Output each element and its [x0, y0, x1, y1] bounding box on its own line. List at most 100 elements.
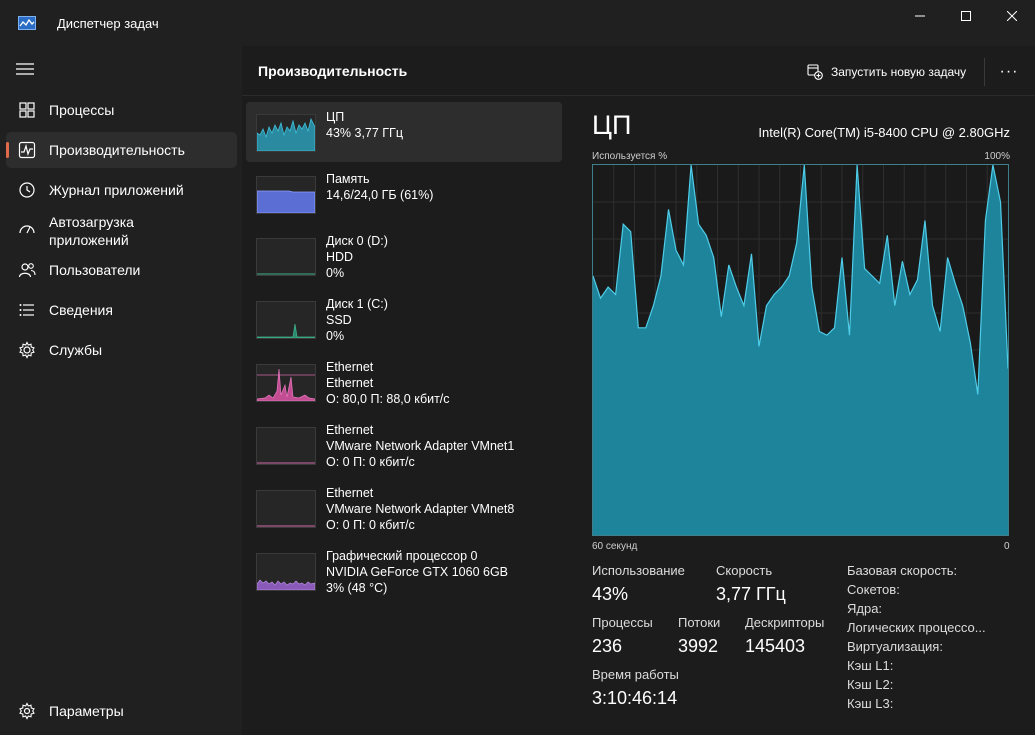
disk0-thumbnail [256, 238, 316, 276]
vmnet8-thumbnail [256, 490, 316, 528]
minimize-button[interactable] [897, 0, 943, 32]
new-task-icon [807, 64, 823, 80]
resource-detail: 43% 3,77 ГГц [326, 126, 403, 140]
resource-text: ЦП 43% 3,77 ГГц [326, 109, 403, 141]
resource-name: Ethernet [326, 423, 374, 437]
sidebar-item-users[interactable]: Пользователи [6, 252, 237, 288]
uptime-label: Время работы [592, 667, 679, 682]
sidebar-item-label: Процессы [49, 102, 115, 118]
window-title: Диспетчер задач [57, 16, 159, 31]
resource-name: Ethernet [326, 486, 374, 500]
resource-name: Диск 0 (D:) [326, 234, 388, 248]
sidebar-item-label: Службы [49, 342, 103, 358]
history-icon [19, 182, 35, 198]
sidebar-item-startup[interactable]: Автозагрузка приложений [6, 212, 237, 248]
resource-text: Память 14,6/24,0 ГБ (61%) [326, 171, 433, 203]
startup-label-line1: Автозагрузка [49, 214, 134, 230]
sidebar-item-settings[interactable]: Параметры [6, 693, 237, 729]
performance-icon [18, 141, 36, 159]
handles-label: Дескрипторы [745, 615, 825, 630]
sidebar-item-app-history[interactable]: Журнал приложений [6, 172, 237, 208]
run-new-task-button[interactable]: Запустить новую задачу [807, 60, 966, 84]
startup-icon [19, 225, 35, 234]
uptime-value: 3:10:46:14 [592, 688, 678, 708]
cpu-usage-line [593, 165, 1008, 395]
sidebar-item-label: Сведения [49, 302, 113, 318]
more-options-button[interactable]: ··· [999, 63, 1019, 80]
resource-usage: 0% [326, 329, 345, 343]
minimize-icon [915, 15, 925, 17]
usage-value: 43% [592, 584, 629, 604]
processes-value: 236 [592, 636, 623, 656]
base-speed-label: Базовая скорость: [847, 563, 958, 578]
threads-label: Потоки [678, 615, 721, 630]
resource-text: Ethernet Ethernet О: 80,0 П: 88,0 кбит/с [326, 359, 450, 407]
resource-detail: SSD [326, 313, 352, 327]
logical-processors-label: Логических процессо... [847, 620, 986, 635]
resource-usage: О: 80,0 П: 88,0 кбит/с [326, 392, 450, 406]
usage-label: Использование [592, 563, 685, 578]
task-manager-icon [18, 16, 36, 30]
resource-text: Графический процессор 0 NVIDIA GeForce G… [326, 548, 508, 596]
sidebar-item-details[interactable]: Сведения [6, 292, 237, 328]
services-icon [19, 341, 35, 359]
resource-name: Ethernet [326, 360, 374, 374]
resource-vmnet8[interactable]: Ethernet VMware Network Adapter VMnet8 О… [246, 478, 562, 538]
title-bar: Диспетчер задач [0, 0, 1035, 46]
maximize-button[interactable] [943, 0, 989, 32]
startup-label-line2: приложений [49, 232, 129, 248]
resource-detail: 14,6/24,0 ГБ (61%) [326, 188, 434, 202]
resource-detail: VMware Network Adapter VMnet8 [326, 502, 515, 516]
l2-cache-label: Кэш L2: [847, 677, 894, 692]
resource-gpu[interactable]: Графический процессор 0 NVIDIA GeForce G… [246, 541, 562, 601]
resource-ethernet[interactable]: Ethernet Ethernet О: 80,0 П: 88,0 кбит/с [246, 352, 562, 412]
sidebar-item-label: Журнал приложений [49, 182, 184, 198]
handles-value: 145403 [745, 636, 806, 656]
resource-cpu[interactable]: ЦП 43% 3,77 ГГц [246, 102, 562, 162]
close-button[interactable] [989, 0, 1035, 32]
resource-text: Диск 1 (C:) SSD 0% [326, 296, 388, 344]
sidebar-item-label: Автозагрузка приложений [49, 213, 134, 249]
cpu-model: Intel(R) Core(TM) i5-8400 CPU @ 2.80GHz [758, 125, 1010, 140]
sidebar-item-performance[interactable]: Производительность [6, 132, 237, 168]
resource-disk-0[interactable]: Диск 0 (D:) HDD 0% [246, 226, 562, 286]
resource-text: Диск 0 (D:) HDD 0% [326, 233, 388, 281]
resource-detail: NVIDIA GeForce GTX 1060 6GB [326, 565, 509, 579]
l3-cache-label: Кэш L3: [847, 696, 894, 711]
maximize-icon [961, 11, 971, 21]
resource-memory[interactable]: Память 14,6/24,0 ГБ (61%) [246, 164, 562, 224]
resource-name: ЦП [326, 110, 345, 124]
sidebar-item-label: Параметры [49, 703, 124, 719]
virtualization-label: Виртуализация: [847, 639, 943, 654]
users-icon [18, 263, 36, 278]
threads-value: 3992 [678, 636, 719, 656]
close-icon [1007, 11, 1017, 21]
resource-usage: О: 0 П: 0 кбит/с [326, 518, 415, 532]
resource-name: Графический процессор 0 [326, 549, 478, 563]
cores-label: Ядра: [847, 601, 883, 616]
x-axis-left: 60 секунд [592, 541, 638, 552]
cpu-thumbnail [256, 114, 316, 152]
hamburger-menu-icon[interactable] [16, 62, 34, 76]
sidebar-item-label: Производительность [49, 142, 185, 158]
page-header: Производительность Запустить новую задач… [242, 46, 1035, 96]
cpu-graph-svg [593, 165, 1008, 535]
speed-value: 3,77 ГГц [716, 584, 786, 604]
details-icon [19, 304, 34, 316]
resource-detail: HDD [326, 250, 354, 264]
resource-text: Ethernet VMware Network Adapter VMnet8 О… [326, 485, 514, 533]
sidebar-item-processes[interactable]: Процессы [6, 92, 237, 128]
sidebar-item-services[interactable]: Службы [6, 332, 237, 368]
resource-disk-1[interactable]: Диск 1 (C:) SSD 0% [246, 289, 562, 349]
resource-vmnet1[interactable]: Ethernet VMware Network Adapter VMnet1 О… [246, 415, 562, 475]
processes-icon [19, 102, 35, 118]
resource-text: Ethernet VMware Network Adapter VMnet1 О… [326, 422, 514, 470]
resource-name: Память [326, 172, 370, 186]
memory-thumbnail [256, 176, 316, 214]
resource-detail: Ethernet [326, 376, 374, 390]
resource-detail: VMware Network Adapter VMnet1 [326, 439, 515, 453]
x-axis-right: 0 [1004, 541, 1010, 552]
sockets-label: Сокетов: [847, 582, 900, 597]
gpu-thumbnail [256, 553, 316, 591]
page-title: Производительность [258, 63, 408, 79]
